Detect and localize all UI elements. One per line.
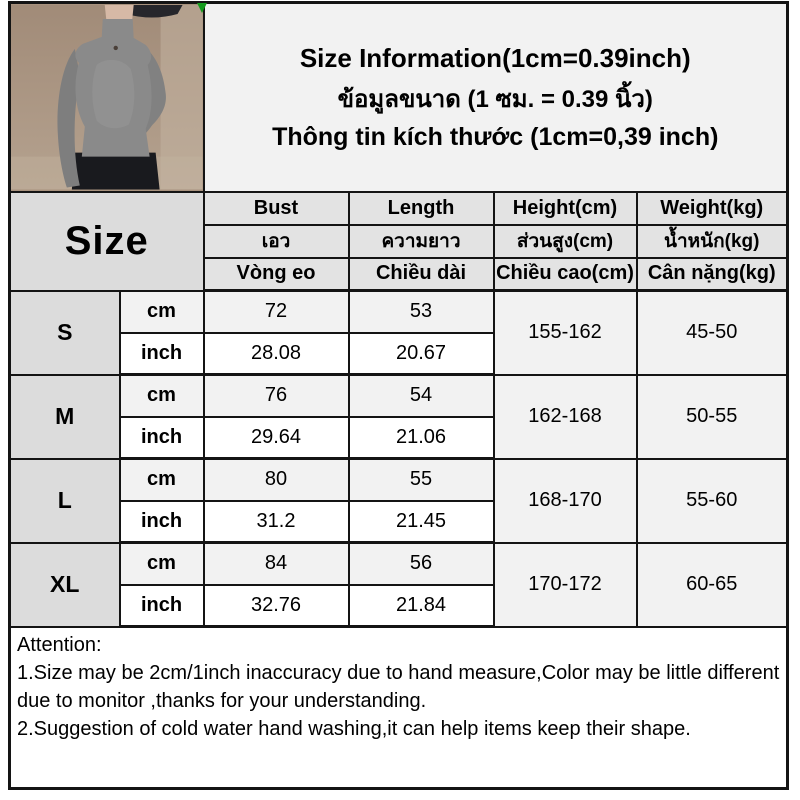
- attention-note-1: 1.Size may be 2cm/1inch inaccuracy due t…: [17, 662, 780, 712]
- column-header-row-english: Size Bust Length Height(cm) Weight(kg): [8, 190, 789, 292]
- size-label-s: S: [8, 289, 121, 376]
- photo-light-band: [160, 4, 202, 190]
- pants-shape: [71, 152, 160, 190]
- attention-row: Attention: 1.Size may be 2cm/1inch inacc…: [8, 625, 789, 790]
- size-label-xl: XL: [8, 541, 121, 628]
- table-row-l-inch: inch 31.2 21.45: [10, 499, 788, 544]
- xl-length-inch: 21.84: [347, 583, 495, 628]
- attention-heading: Attention:: [17, 634, 102, 656]
- col-header-weight-en: Weight(kg): [635, 190, 789, 226]
- m-bust-cm: 76: [202, 373, 350, 418]
- col-header-bust-en: Bust: [202, 190, 350, 226]
- table-row-xl-cm: XL cm 84 56 170-172 60-65: [8, 541, 789, 628]
- necklace-pendant: [113, 45, 118, 51]
- table-row-m-cm: M cm 76 54 162-168 50-55: [8, 373, 789, 460]
- title-vietnamese: Thông tin kích thước (1cm=0,39 inch): [272, 122, 719, 151]
- unit-label-cm: cm: [118, 373, 205, 418]
- table-row-s-cm: S cm 72 53 155-162 45-50: [8, 289, 789, 376]
- table-row-xl-inch: inch 32.76 21.84: [10, 583, 788, 628]
- unit-label-cm: cm: [118, 289, 205, 334]
- m-bust-inch: 29.64: [202, 415, 350, 460]
- m-length-cm: 54: [347, 373, 495, 418]
- m-height-range: 162-168: [492, 373, 638, 460]
- m-weight-range: 50-55: [635, 373, 789, 460]
- table-row-m-inch: inch 29.64 21.06: [10, 415, 788, 460]
- title-english: Size Information(1cm=0.39inch): [299, 42, 691, 73]
- s-length-inch: 20.67: [347, 331, 495, 376]
- col-header-length-en: Length: [347, 190, 495, 226]
- title-thai: ข้อมูลขนาด (1 ซม. = 0.39 นิ้ว): [337, 85, 653, 113]
- s-weight-range: 45-50: [635, 289, 789, 376]
- size-label-m: M: [8, 373, 121, 460]
- table-row-l-cm: L cm 80 55 168-170 55-60: [8, 457, 789, 544]
- title-cell: Size Information(1cm=0.39inch) ข้อมูลขนา…: [202, 1, 789, 193]
- unit-label-inch: inch: [118, 331, 205, 376]
- unit-label-inch: inch: [118, 583, 205, 628]
- col-header-weight-th: น้ำหนัก(kg): [635, 223, 789, 259]
- header-band-row: Size Information(1cm=0.39inch) ข้อมูลขนา…: [8, 1, 789, 193]
- unit-label-cm: cm: [118, 541, 205, 586]
- l-bust-inch: 31.2: [202, 499, 350, 544]
- green-corner-triangle-icon: [197, 3, 207, 13]
- right-sleeve-shape: [125, 44, 166, 144]
- sweater-highlight: [92, 59, 135, 129]
- col-header-length-th: ความยาว: [347, 223, 495, 259]
- l-length-inch: 21.45: [347, 499, 495, 544]
- unit-label-cm: cm: [118, 457, 205, 502]
- l-length-cm: 55: [347, 457, 495, 502]
- s-length-cm: 53: [347, 289, 495, 334]
- col-header-length-vi: Chiều dài: [347, 256, 495, 292]
- col-header-weight-vi: Cân nặng(kg): [635, 256, 789, 292]
- unit-label-inch: inch: [118, 415, 205, 460]
- size-chart-sheet: Size Information(1cm=0.39inch) ข้อมูลขนา…: [8, 1, 789, 790]
- l-height-range: 168-170: [492, 457, 638, 544]
- title-block: Size Information(1cm=0.39inch) ข้อมูลขนา…: [206, 42, 786, 152]
- product-photo: [8, 1, 205, 193]
- m-length-inch: 21.06: [347, 415, 495, 460]
- size-table: Size Information(1cm=0.39inch) ข้อมูลขนา…: [8, 1, 789, 790]
- size-header-cell: Size: [8, 190, 205, 292]
- unit-label-inch: inch: [118, 499, 205, 544]
- col-header-height-vi: Chiều cao(cm): [492, 256, 638, 292]
- table-row-s-inch: inch 28.08 20.67: [10, 331, 788, 376]
- size-label-l: L: [8, 457, 121, 544]
- s-height-range: 155-162: [492, 289, 638, 376]
- l-bust-cm: 80: [202, 457, 350, 502]
- attention-box: Attention: 1.Size may be 2cm/1inch inacc…: [8, 625, 789, 790]
- xl-weight-range: 60-65: [635, 541, 789, 628]
- product-photo-illustration: [11, 4, 202, 190]
- col-header-height-en: Height(cm): [492, 190, 638, 226]
- col-header-height-th: ส่วนสูง(cm): [492, 223, 638, 259]
- left-sleeve-shape: [57, 48, 80, 188]
- attention-note-2: 2.Suggestion of cold water hand washing,…: [17, 718, 691, 740]
- column-header-row-thai: เอว ความยาว ส่วนสูง(cm) น้ำหนัก(kg): [10, 223, 789, 259]
- col-header-bust-th: เอว: [202, 223, 350, 259]
- xl-bust-cm: 84: [202, 541, 350, 586]
- xl-length-cm: 56: [347, 541, 495, 586]
- col-header-bust-vi: Vòng eo: [202, 256, 350, 292]
- s-bust-cm: 72: [202, 289, 350, 334]
- xl-bust-inch: 32.76: [202, 583, 350, 628]
- l-weight-range: 55-60: [635, 457, 789, 544]
- column-header-row-vietnamese: Vòng eo Chiều dài Chiều cao(cm) Cân nặng…: [10, 256, 789, 292]
- xl-height-range: 170-172: [492, 541, 638, 628]
- s-bust-inch: 28.08: [202, 331, 350, 376]
